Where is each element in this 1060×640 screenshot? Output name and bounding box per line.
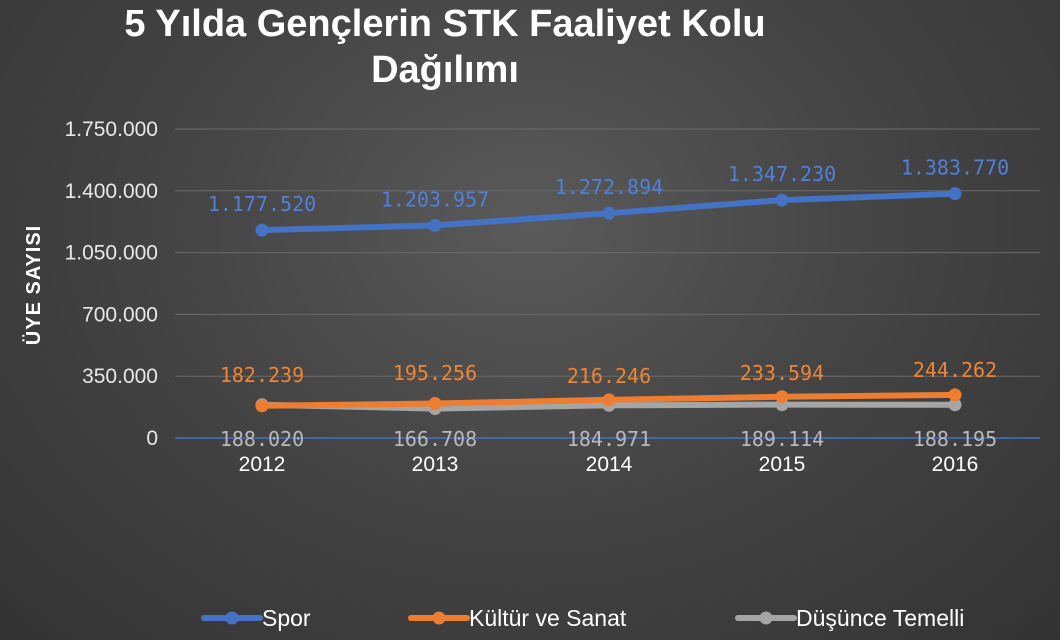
data-label: 1.272.894 [555,175,663,199]
grid-lines [175,128,1040,439]
legend-item: Düşünce Temelli [735,605,964,631]
x-axis-ticks: 2012 2013 2014 2015 2016 [239,453,979,476]
legend-label: Spor [262,605,311,631]
x-tick-label: 2012 [239,453,286,476]
y-tick-label: 350.000 [82,365,158,388]
chart-title-line-1: 5 Yılda Gençlerin STK Faaliyet Kolu [124,3,765,45]
x-tick-label: 2014 [586,453,633,476]
data-label: 184.971 [567,427,651,451]
x-tick-label: 2015 [759,453,806,476]
data-point [775,193,789,207]
data-label: 182.239 [220,363,304,387]
data-label: 188.195 [913,427,997,451]
series-points [255,187,962,416]
data-point [948,388,962,402]
data-point [428,218,442,232]
data-label: 188.020 [220,427,304,451]
legend-swatch-marker [225,611,239,625]
legend: Spor Kültür ve Sanat Düşünce Temelli [201,605,964,631]
data-labels: 1.177.520 1.203.957 1.272.894 1.347.230 1.38… [208,156,1009,451]
data-label: 1.347.230 [728,162,836,186]
data-label: 1.177.520 [208,192,316,216]
legend-swatch-marker [432,611,446,625]
chart-title-line-2: Dağılımı [371,49,519,91]
data-point [602,393,616,407]
data-label: 1.203.957 [381,187,489,211]
legend-label: Kültür ve Sanat [469,605,627,631]
y-tick-label: 0 [146,427,158,450]
x-tick-label: 2016 [932,453,979,476]
y-axis-ticks: 0 350.000 700.000 1.050.000 1.400.000 1.750.0… [65,118,158,450]
legend-item: Spor [201,605,311,631]
y-tick-label: 700.000 [82,303,158,326]
data-point [255,399,269,413]
data-label: 166.708 [393,427,477,451]
y-tick-label: 1.400.000 [65,180,158,203]
data-label: 189.114 [740,427,824,451]
data-point [602,206,616,220]
data-point [948,398,962,412]
data-label: 1.383.770 [901,156,1009,180]
legend-item: Kültür ve Sanat [408,605,627,631]
x-tick-label: 2013 [412,453,459,476]
y-axis-label: ÜYE SAYISI [22,225,45,345]
y-tick-label: 1.050.000 [65,242,158,265]
chart-title: 5 Yılda Gençlerin STK Faaliyet Kolu Dağı… [124,3,765,91]
data-label: 195.256 [393,361,477,385]
y-tick-label: 1.750.000 [65,118,158,141]
data-label: 244.262 [913,358,997,382]
data-point [948,187,962,201]
data-point [428,397,442,411]
legend-label: Düşünce Temelli [796,605,964,631]
data-point [255,223,269,237]
data-label: 216.246 [567,364,651,388]
data-point [775,390,789,404]
legend-swatch-marker [759,611,773,625]
data-label: 233.594 [740,361,824,385]
